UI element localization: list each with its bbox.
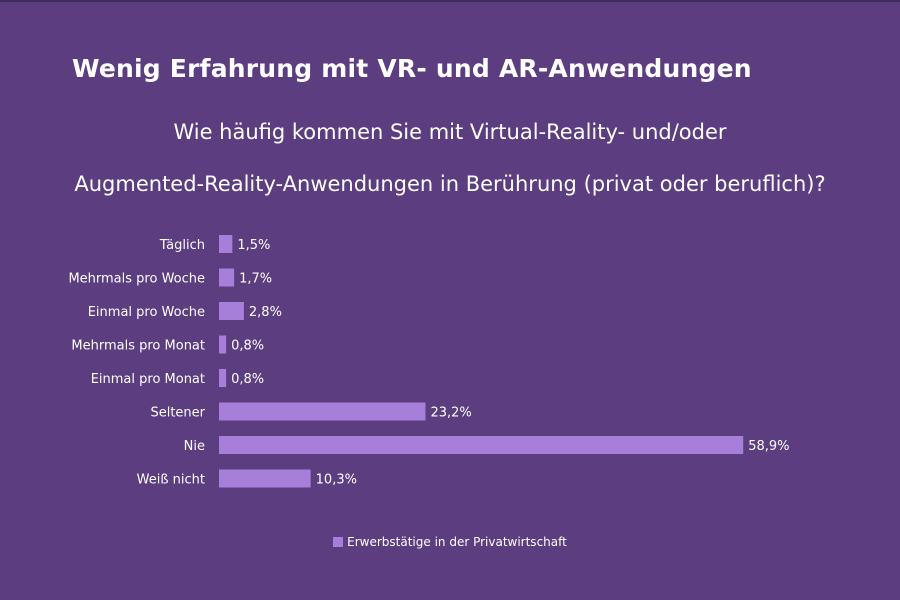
bar xyxy=(219,268,235,287)
data-label: 1,7% xyxy=(239,272,272,287)
data-label: 58,9% xyxy=(748,439,789,454)
chart-subtitle-line1: Wie häufig kommen Sie mit Virtual-Realit… xyxy=(173,120,727,144)
data-label: 0,8% xyxy=(231,372,264,387)
bar xyxy=(219,402,426,421)
bar xyxy=(219,469,311,488)
data-label: 2,8% xyxy=(249,305,282,320)
data-label: 10,3% xyxy=(316,473,357,488)
data-label: 23,2% xyxy=(430,406,471,421)
chart-subtitle-line2: Augmented-Reality-Anwendungen in Berühru… xyxy=(74,172,826,196)
legend: Erwerbstätige in der Privatwirtschaft xyxy=(0,535,900,549)
bar xyxy=(219,436,744,454)
bar xyxy=(219,235,233,253)
bar xyxy=(219,302,244,320)
bar xyxy=(219,369,227,387)
category-label: Nie xyxy=(184,439,205,454)
legend-label: Erwerbstätige in der Privatwirtschaft xyxy=(347,535,567,549)
category-label: Mehrmals pro Woche xyxy=(68,272,205,287)
category-label: Einmal pro Monat xyxy=(91,372,205,387)
data-label: 0,8% xyxy=(231,339,264,354)
data-label: 1,5% xyxy=(237,238,270,253)
category-label: Weiß nicht xyxy=(137,473,205,488)
category-label: Einmal pro Woche xyxy=(88,305,205,320)
category-label: Mehrmals pro Monat xyxy=(71,339,205,354)
bar xyxy=(219,335,227,354)
category-label: Täglich xyxy=(159,238,205,253)
legend-swatch xyxy=(333,537,344,547)
category-label: Seltener xyxy=(150,406,205,421)
chart-title: Wenig Erfahrung mit VR- und AR-Anwendung… xyxy=(72,54,752,83)
